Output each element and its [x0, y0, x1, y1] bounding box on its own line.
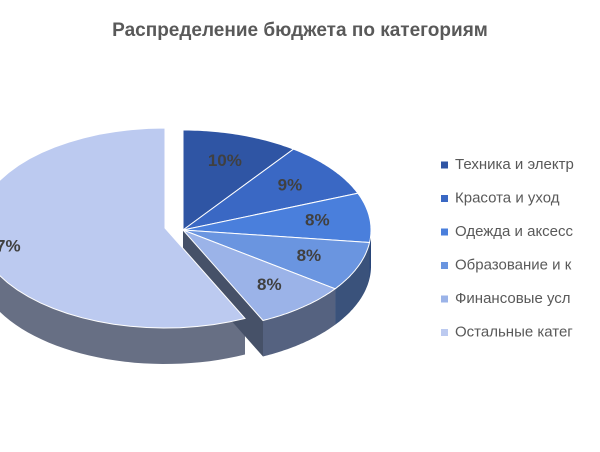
legend-marker: [441, 295, 448, 303]
slice: [182, 129, 295, 231]
data-label: 8%: [305, 210, 330, 229]
data-label: 10%: [208, 151, 242, 170]
slice: [182, 148, 359, 231]
legend-label: Образование и к: [455, 256, 572, 273]
data-label: 8%: [297, 246, 322, 265]
slice: [182, 192, 372, 244]
slice: [182, 229, 371, 290]
chart-title: Распределение бюджета по категориям: [112, 20, 488, 41]
legend-label: Остальные катег: [455, 323, 573, 340]
legend-label: Красота и уход: [455, 189, 560, 206]
legend-label: Одежда и аксесс: [455, 223, 574, 240]
data-label: 8%: [257, 275, 282, 294]
legend-marker: [441, 262, 448, 269]
legend-marker: [441, 228, 448, 236]
data-label: 57%: [0, 237, 21, 256]
slice-rim: [263, 288, 336, 357]
slice: [182, 229, 337, 322]
legend-label: Финансовые усл: [455, 290, 571, 307]
slice: [0, 127, 246, 329]
data-label: 9%: [278, 175, 303, 194]
legend-label: Техника и электр: [455, 156, 574, 173]
slice-rim: [0, 275, 245, 364]
legend-marker: [441, 195, 448, 202]
legend-marker: [441, 161, 448, 169]
legend-marker: [441, 329, 448, 336]
